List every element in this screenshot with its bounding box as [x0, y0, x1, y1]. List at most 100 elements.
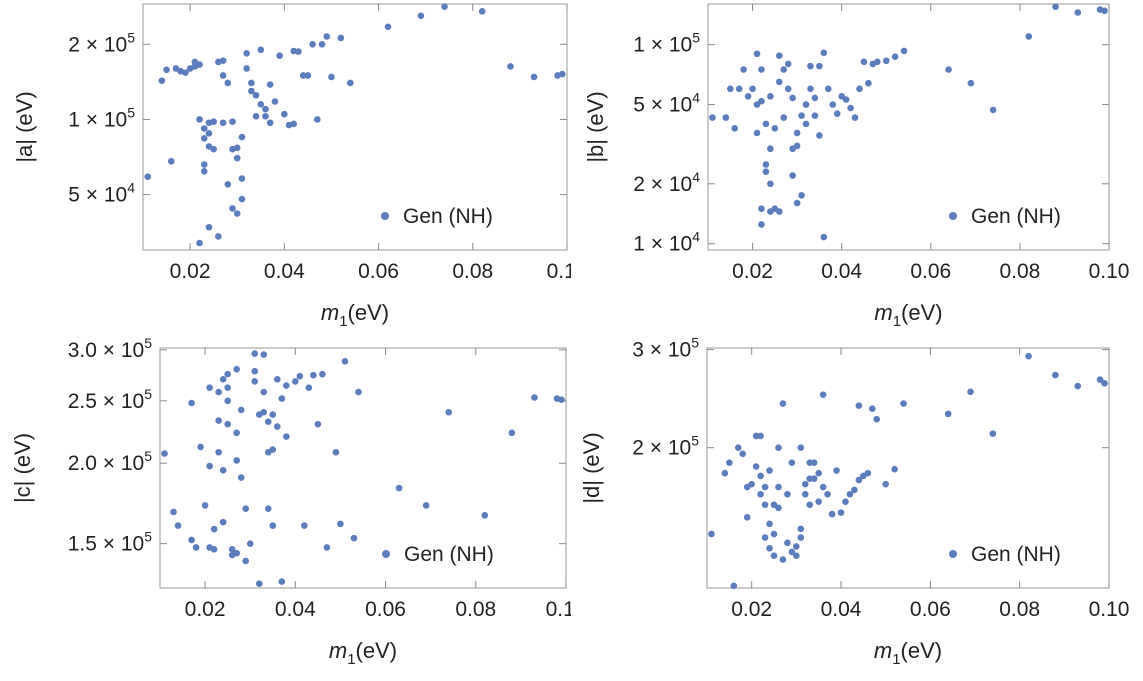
y-axis-label: |d| (eV): [579, 432, 604, 503]
data-point: [770, 530, 778, 538]
data-point: [1074, 382, 1082, 390]
data-point: [837, 509, 845, 516]
data-point: [730, 582, 738, 590]
data-point: [201, 502, 209, 509]
data-point: [224, 370, 231, 378]
data-point: [860, 58, 868, 66]
data-point: [761, 483, 769, 491]
legend-label: Gen (NH): [403, 205, 493, 228]
data-point: [721, 469, 729, 477]
data-point: [158, 77, 166, 84]
data-point: [780, 66, 788, 73]
data-point: [797, 444, 805, 452]
data-point: [847, 104, 854, 112]
data-point: [304, 72, 312, 79]
data-point: [314, 420, 322, 428]
data-point: [196, 116, 203, 123]
data-point: [243, 65, 250, 72]
data-point: [323, 33, 331, 40]
x-tick-label: 0.04: [264, 260, 305, 283]
x-tick-label: 0.02: [185, 598, 226, 621]
data-point: [215, 233, 222, 240]
data-point: [829, 101, 837, 108]
data-point: [248, 87, 255, 95]
data-point: [757, 490, 764, 498]
data-point: [337, 520, 344, 528]
data-point: [182, 69, 189, 76]
legend-marker: [949, 212, 957, 220]
data-point: [819, 391, 827, 398]
x-tick-label: 0.10: [547, 260, 571, 283]
data-point: [229, 205, 236, 212]
data-point: [299, 72, 307, 79]
y-tick-label: 2 × 105: [632, 433, 699, 460]
data-point: [262, 105, 269, 113]
data-point: [281, 110, 288, 118]
data-point: [507, 63, 514, 70]
data-point: [967, 388, 974, 396]
data-point: [775, 504, 782, 512]
x-tick-label: 0.06: [358, 260, 399, 283]
data-point: [219, 376, 227, 383]
x-tick-label: 0.06: [365, 598, 406, 621]
x-tick-label: 0.08: [999, 598, 1040, 621]
data-point: [264, 418, 272, 426]
x-tick-label: 0.10: [1089, 260, 1130, 283]
data-point: [757, 472, 764, 480]
data-point: [806, 501, 814, 509]
data-point: [251, 350, 259, 357]
data-point: [167, 157, 175, 165]
data-point: [233, 144, 241, 152]
legend-marker: [949, 550, 957, 558]
data-point: [815, 498, 822, 506]
data-point: [558, 70, 566, 78]
data-point: [989, 106, 997, 114]
legend-marker: [381, 212, 389, 220]
data-point: [789, 172, 796, 179]
data-point: [882, 480, 889, 488]
data-point: [767, 180, 774, 188]
data-point: [238, 133, 246, 141]
data-point: [237, 474, 245, 481]
scatter-plot-c: 0.02 0.04 0.06 0.08 0.10 1.5 × 105 2.0 × 105 2.…: [10, 335, 586, 668]
y-tick-label: 3 × 105: [632, 338, 699, 362]
data-point: [793, 543, 800, 550]
data-point: [233, 457, 240, 464]
data-point: [196, 239, 203, 247]
data-point: [441, 3, 448, 10]
y-tick-label: 5 × 104: [68, 180, 135, 207]
data-point: [811, 112, 819, 119]
data-point: [246, 540, 254, 547]
data-point: [478, 8, 486, 15]
data-point: [833, 467, 840, 474]
data-point: [310, 371, 317, 379]
data-point: [197, 443, 204, 451]
data-point: [882, 57, 890, 65]
data-point: [224, 397, 231, 405]
data-point: [264, 505, 272, 512]
data-point: [251, 367, 259, 375]
y-tick-label: 1.5 × 105: [68, 529, 152, 556]
data-point: [1074, 9, 1082, 16]
data-point: [255, 580, 263, 587]
data-point: [784, 539, 791, 547]
x-axis-label: m1(eV): [874, 638, 942, 668]
data-point: [210, 145, 217, 153]
data-point: [266, 81, 274, 88]
y-axis-label: |c| (eV): [10, 433, 35, 503]
data-point: [219, 57, 227, 64]
data-point: [558, 396, 565, 404]
y-tick-label: 2 × 104: [633, 169, 700, 196]
data-point: [775, 483, 782, 491]
data-point: [761, 534, 769, 541]
x-tick-label: 0.02: [731, 598, 772, 621]
data-point: [784, 85, 792, 93]
data-point: [891, 53, 899, 60]
data-point: [283, 433, 290, 440]
data-point: [762, 161, 770, 168]
data-point: [196, 61, 203, 68]
data-point: [314, 116, 321, 123]
data-point: [260, 388, 268, 396]
data-point: [242, 505, 250, 512]
data-point: [779, 556, 787, 563]
